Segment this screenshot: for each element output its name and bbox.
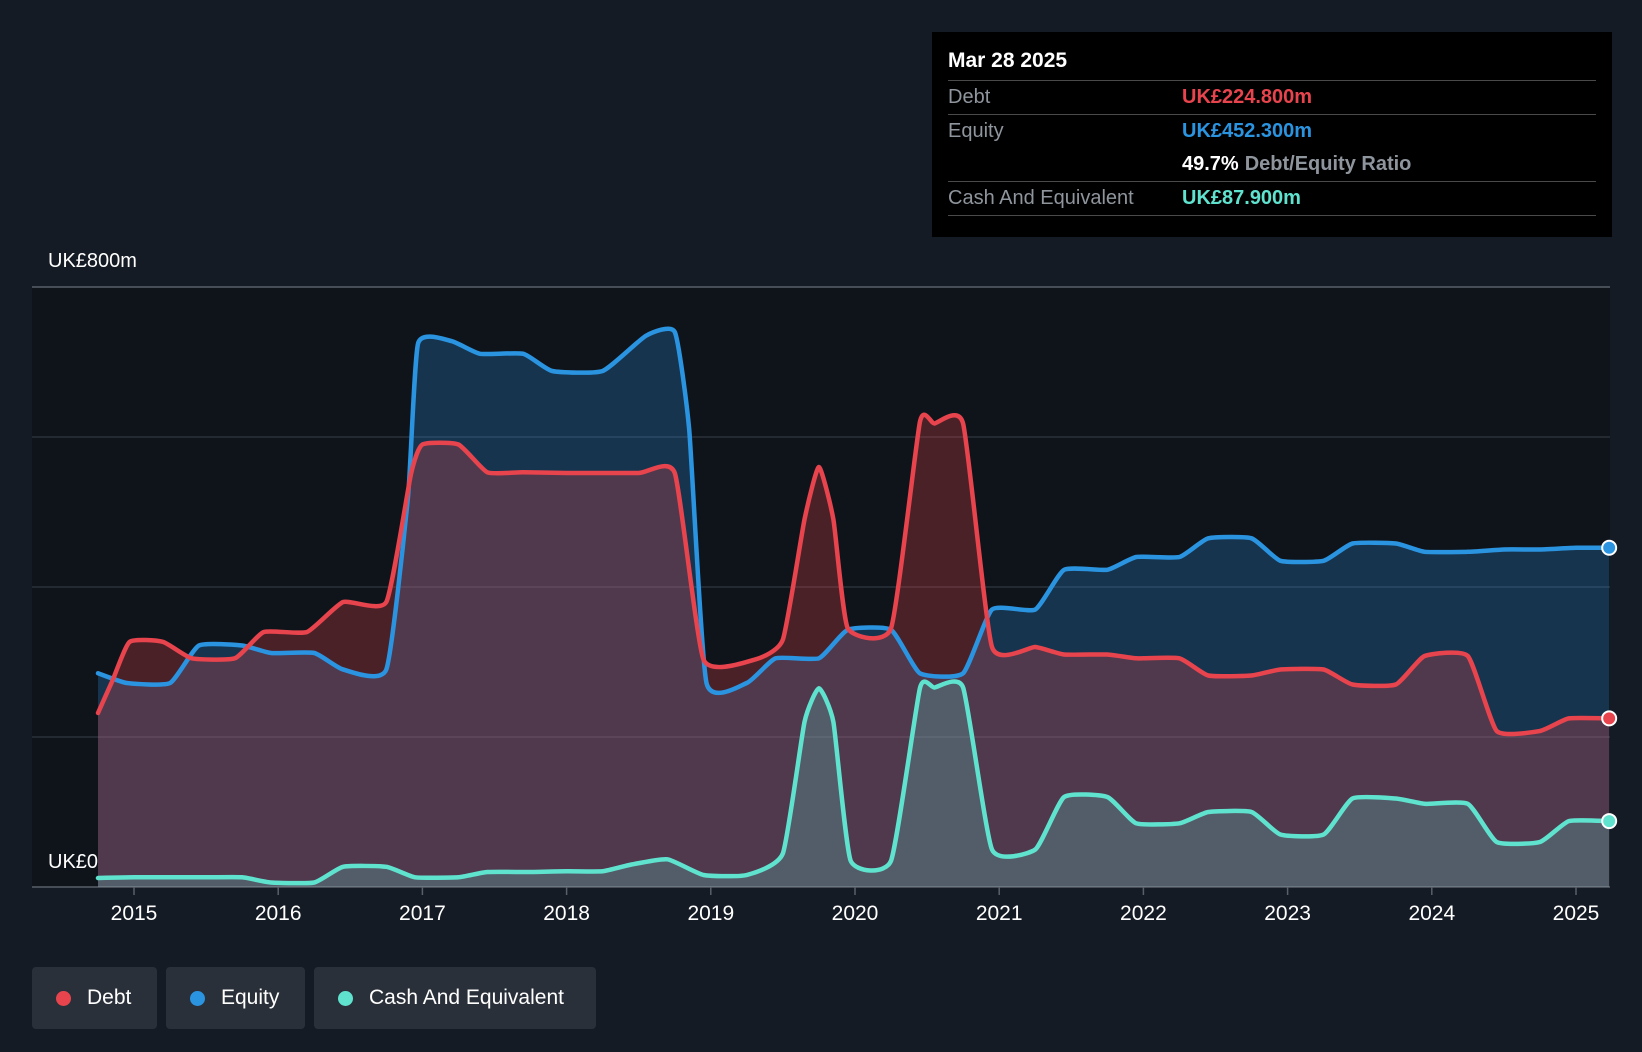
tooltip-ratio-row: 49.7% Debt/Equity Ratio [948,148,1596,181]
tooltip-equity-row: Equity UK£452.300m [948,114,1596,148]
x-tick-label: 2024 [1408,902,1455,925]
legend-label-equity: Equity [221,986,280,1009]
equity-dot-icon [190,990,205,1006]
legend-item-debt[interactable]: Debt [32,967,157,1029]
tooltip-cash-label: Cash And Equivalent [948,187,1134,209]
y-axis-min-label: UK£0 [48,851,99,873]
tooltip-date: Mar 28 2025 [948,49,1068,72]
debt-dot-icon [56,990,71,1006]
x-tick-label: 2022 [1120,902,1167,925]
legend-item-cash[interactable]: Cash And Equivalent [314,967,596,1029]
x-tick-label: 2020 [832,902,879,925]
legend-label-debt: Debt [87,986,132,1009]
tooltip-ratio-value: 49.7% [1182,153,1239,175]
tooltip-equity-value: UK£452.300m [1182,120,1313,142]
line-debt [95,412,1612,737]
cash-dot-icon [338,990,353,1006]
tooltip-debt-row: Debt UK£224.800m [948,80,1596,114]
tooltip-cash-row: Cash And Equivalent UK£87.900m [948,181,1596,216]
x-tick-label: 2015 [111,902,158,925]
x-tick-label: 2023 [1264,902,1311,925]
end-marker-debt [1601,710,1618,727]
tooltip-cash-value: UK£87.900m [1182,187,1301,209]
end-marker-cash-and-equivalent [1601,813,1618,830]
chart-legend: Debt Equity Cash And Equivalent [32,967,596,1029]
end-marker-equity [1601,539,1618,556]
series-areas [98,328,1610,887]
area-cash-and-equivalent [98,681,1610,887]
legend-label-cash: Cash And Equivalent [369,986,564,1009]
tooltip-panel: Mar 28 2025 Debt UK£224.800m Equity UK£4… [932,32,1612,237]
x-tick-label: 2018 [543,902,590,925]
tooltip-equity-label: Equity [948,120,1004,142]
x-tick-label: 2021 [976,902,1023,925]
line-equity [95,326,1612,696]
line-cash-and-equivalent [95,679,1612,886]
end-markers [1601,539,1618,830]
grid-lines [32,286,1610,888]
tooltip-debt-label: Debt [948,86,991,108]
legend-item-equity[interactable]: Equity [166,967,305,1029]
x-axis-ticks: 2015 2016 2017 2018 2019 2020 2021 2022 2023 2024… [111,887,1600,925]
x-tick-label: 2019 [687,902,734,925]
series-lines [95,326,1612,886]
y-axis-max-label: UK£800m [48,250,137,272]
tooltip-ratio-label: Debt/Equity Ratio [1244,153,1412,175]
x-tick-label: 2016 [255,902,302,925]
x-tick-label: 2017 [399,902,446,925]
x-tick-label: 2025 [1553,902,1600,925]
tooltip-debt-value: UK£224.800m [1182,86,1313,108]
area-debt [98,414,1610,887]
area-equity [98,328,1610,887]
